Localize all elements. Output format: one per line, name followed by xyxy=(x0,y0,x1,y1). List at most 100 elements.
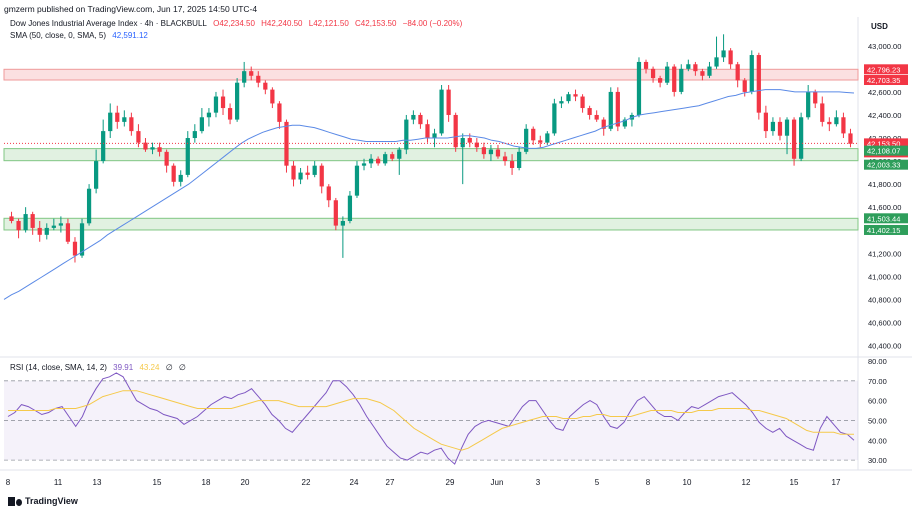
tradingview-logo[interactable]: TradingView xyxy=(8,496,78,506)
candle-body xyxy=(404,119,409,150)
candle-body xyxy=(474,142,479,148)
candle-body xyxy=(735,64,740,81)
price-label: 42,108.07 xyxy=(867,147,900,156)
time-tick-label: 12 xyxy=(742,478,751,487)
tradingview-logo-icon xyxy=(8,496,22,506)
candle-body xyxy=(481,147,486,155)
candle-body xyxy=(298,172,303,180)
candle-body xyxy=(319,165,324,187)
candle-body xyxy=(312,165,317,175)
price-label: 42,796.23 xyxy=(867,65,900,74)
price-tick-label: 40,800.00 xyxy=(868,295,901,304)
candle-body xyxy=(326,186,331,201)
candle-body xyxy=(115,112,120,122)
candle-body xyxy=(354,165,360,196)
candle-body xyxy=(622,119,627,127)
time-tick-label: 3 xyxy=(536,478,541,487)
price-tick-label: 41,200.00 xyxy=(868,249,901,258)
time-tick-label: Jun xyxy=(491,478,504,487)
candle-body xyxy=(467,138,472,143)
close-value: C42,153.50 xyxy=(355,19,397,28)
candle-body xyxy=(432,133,437,139)
candle-body xyxy=(742,80,747,92)
candle-body xyxy=(517,151,522,168)
time-tick-label: 20 xyxy=(241,478,250,487)
candle-body xyxy=(368,158,374,164)
change-value: −84.00 (−0.20%) xyxy=(402,19,463,28)
resistance-zone-0 xyxy=(3,68,859,81)
sma-label[interactable]: SMA (50, close, 0, SMA, 5) xyxy=(10,31,107,40)
candle-body xyxy=(650,68,656,79)
candle-body xyxy=(199,117,204,132)
candle-body xyxy=(721,50,726,58)
price-label-box xyxy=(864,213,908,224)
candle-body xyxy=(679,68,684,92)
candle-body xyxy=(277,103,282,122)
price-label-box xyxy=(864,75,908,86)
candle-body xyxy=(601,119,606,129)
candle-body xyxy=(305,172,310,175)
rsi-value: 39.91 xyxy=(113,363,134,372)
candle-body xyxy=(51,225,56,228)
rsi-extra-1: ∅ xyxy=(165,363,173,372)
candle-body xyxy=(418,114,423,125)
high-value: H42,240.50 xyxy=(261,19,303,28)
candle-body xyxy=(171,165,176,182)
candle-body xyxy=(495,149,501,157)
candle-body xyxy=(658,78,663,83)
candle-body xyxy=(425,124,430,139)
candle-body xyxy=(439,89,444,134)
price-label: 42,003.33 xyxy=(867,161,900,170)
candle-body xyxy=(361,163,367,166)
candle-body xyxy=(263,82,268,90)
candle-body xyxy=(453,114,458,148)
candle-body xyxy=(756,55,761,113)
candle-body xyxy=(256,75,261,83)
candle-body xyxy=(848,133,853,144)
candle-body xyxy=(108,112,113,132)
candle-body xyxy=(509,161,515,168)
candle-body xyxy=(827,121,832,125)
candle-body xyxy=(608,91,613,129)
time-tick-label: 18 xyxy=(202,478,211,487)
candle-body xyxy=(693,64,698,72)
candle-body xyxy=(164,151,169,166)
rsi-tick-label: 50.00 xyxy=(868,416,887,425)
candle-body xyxy=(37,227,42,235)
symbol-name[interactable]: Dow Jones Industrial Average Index · 4h … xyxy=(10,19,207,28)
price-tick-label: 40,600.00 xyxy=(868,318,901,327)
candle-body xyxy=(333,200,338,226)
candle-body xyxy=(791,119,797,159)
candle-body xyxy=(340,221,345,226)
candle-body xyxy=(728,50,733,65)
candle-body xyxy=(390,154,395,159)
candle-body xyxy=(72,241,78,256)
price-label: 41,402.15 xyxy=(867,226,900,235)
rsi-tick-label: 30.00 xyxy=(868,456,887,465)
candle-body xyxy=(707,66,712,76)
sma-legend: SMA (50, close, 0, SMA, 5) 42,591.12 xyxy=(10,31,152,40)
price-tick-label: 42,400.00 xyxy=(868,111,901,120)
time-tick-label: 8 xyxy=(646,478,651,487)
candle-body xyxy=(636,61,642,115)
support-zone-2 xyxy=(3,217,859,231)
candle-body xyxy=(545,133,550,143)
rsi-tick-label: 60.00 xyxy=(868,397,887,406)
candle-body xyxy=(531,128,536,141)
currency-label[interactable]: USD xyxy=(871,22,888,31)
candle-body xyxy=(573,94,578,97)
time-tick-label: 29 xyxy=(446,478,455,487)
candle-body xyxy=(58,223,63,226)
candle-body xyxy=(235,82,240,120)
sma-line xyxy=(3,89,855,300)
candle-body xyxy=(79,223,85,256)
price-tick-label: 42,600.00 xyxy=(868,88,901,97)
price-label-box xyxy=(864,138,908,149)
candle-body xyxy=(749,55,754,92)
price-tick-label: 41,600.00 xyxy=(868,203,901,212)
candle-body xyxy=(9,216,14,221)
candle-body xyxy=(143,142,148,150)
rsi-label[interactable]: RSI (14, close, SMA, 14, 2) xyxy=(10,363,107,372)
candle-body xyxy=(178,174,183,182)
